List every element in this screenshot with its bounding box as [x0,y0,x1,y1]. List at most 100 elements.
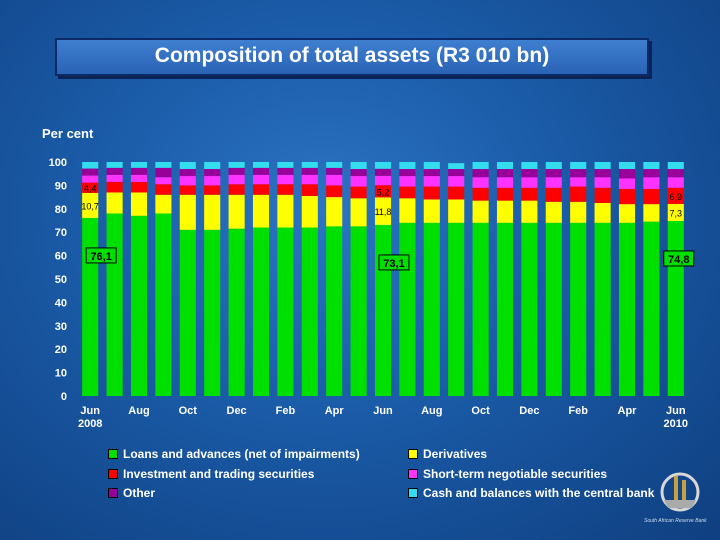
bar-segment [374,197,392,225]
bar-segment [82,168,99,176]
bar-segment [521,200,538,223]
bar-segment [155,184,172,195]
bar-segment [179,169,196,177]
bar-segment [204,185,221,195]
legend-swatch [108,449,118,459]
bar-segment [423,162,440,170]
bar-segment [277,162,294,168]
bar-segment [570,177,587,187]
bar-segment [228,162,245,168]
bar-segment [472,177,489,188]
bar-segment [399,162,416,170]
bar-segment [521,169,538,178]
data-label: 74,8 [668,254,689,266]
bar-segment [521,177,538,188]
bar-segment [496,200,514,223]
y-tick-label: 100 [49,157,67,169]
bar-segment [423,169,440,177]
bar-segment [448,169,465,177]
reserve-bank-logo [660,472,700,512]
bar-segment [618,188,636,205]
bar-segment [204,162,221,170]
bar-segment [301,195,318,228]
bar-segment [399,176,416,187]
data-label: 11,8 [375,207,392,217]
bar-segment [594,169,611,178]
bar-segment [106,181,123,193]
bar-segment [350,226,367,396]
x-tick-label: Aug [128,405,149,417]
y-tick-label: 20 [55,344,67,356]
bar-segment [106,162,123,168]
bar-segment [82,217,99,396]
bar-segment [618,204,636,223]
bar-segment [155,167,172,178]
legend-swatch [408,469,418,479]
bar-segment [277,227,294,396]
bar-segment [204,169,221,177]
legend-swatch [108,488,118,498]
bar-segment [277,167,294,175]
bar-segment [130,215,148,396]
bar-segment [399,198,416,223]
bar-segment [667,162,684,170]
legend-swatch [408,488,418,498]
bar-segment [277,184,294,195]
bar-segment [667,177,684,188]
bar-segment [277,194,294,228]
bar-segment [179,162,196,170]
bar-segment [374,224,392,396]
data-label-box [378,254,410,271]
data-label: 10,7 [81,201,99,211]
bar-segment [301,174,318,185]
bar-segment [521,187,538,201]
bar-segment [228,167,245,175]
x-tick-label: Feb [568,405,588,417]
bar-segment [496,177,514,188]
y-tick-label: 60 [55,251,67,263]
bar-segment [326,174,343,186]
bar-segment [667,169,684,178]
bar-segment [155,162,172,168]
bar-segment [326,185,343,198]
bar-segment [326,226,343,396]
bar-segment [594,202,611,223]
bar-segment [301,162,318,168]
bar-segment [472,187,489,201]
bar-segment [277,174,294,185]
bar-segment [570,201,587,223]
bar-segment [252,167,270,175]
bar-segment [496,187,514,201]
bar-segment [570,186,587,202]
data-label: 73,1 [383,258,404,270]
bar-segment [545,201,562,223]
bar-segment [643,169,660,178]
bar-segment [350,162,367,170]
bar-segment [472,169,489,178]
bar-segment [448,199,465,223]
bar-segment [594,177,611,188]
data-label: 4,4 [84,184,97,194]
legend-item: Investment and trading securities [108,467,314,481]
bar-segment [301,184,318,196]
chart-title: Composition of total assets (R3 010 bn) [55,38,649,76]
bar-segment [423,199,440,223]
y-tick-label: 0 [61,391,67,403]
y-tick-label: 30 [55,321,67,333]
bar-segment [496,162,514,170]
bar-segment [106,174,123,182]
bar-segment [350,198,367,227]
bar-segment [82,192,99,218]
bar-segment [448,186,465,200]
bar-segment [82,162,99,169]
bar-segment [423,176,440,187]
legend-label: Short-term negotiable securities [423,467,608,481]
bar-segment [179,176,196,186]
bar-segment [204,176,221,186]
data-label: 7,3 [670,208,683,218]
bar-segment [618,222,636,396]
bar-segment [570,162,587,170]
bar-segment [130,174,148,182]
bar-segment [130,167,148,175]
